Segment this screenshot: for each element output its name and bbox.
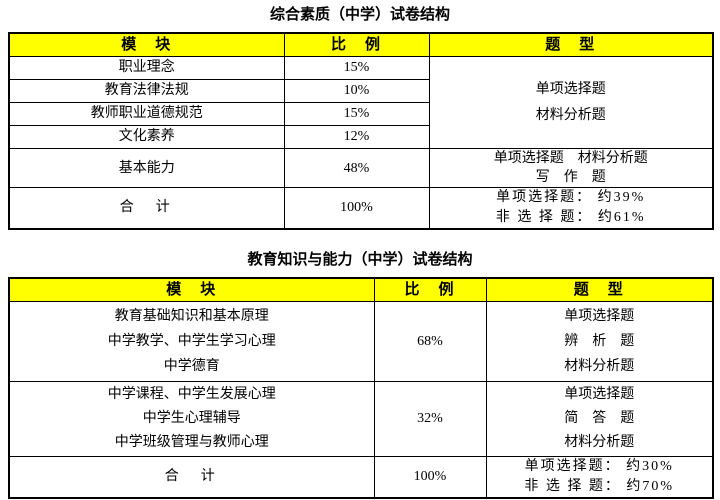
table2: 模 块 比 例 题 型 教育基础知识和基本原理 中学教学、中学生学习心理 中学德… [8,277,714,499]
module-cell: 基本能力 [8,148,285,188]
table2-header-row: 模 块 比 例 题 型 [8,277,714,302]
table1-header-type: 题 型 [428,32,714,57]
module-line: 中学班级管理与教师心理 [114,435,269,450]
type-cell: 单项选择题 材料分析题 写 作 题 [428,148,714,188]
table1-header-ratio: 比 例 [283,32,430,57]
table1: 模 块 比 例 题 型 职业理念 15% 单项选择题 材料分析题 教育法律法规 … [8,32,714,230]
type-cell: 单项选择题 简 答 题 材料分析题 [485,381,714,457]
module-cell: 中学课程、中学生发展心理 中学生心理辅导 中学班级管理与教师心理 [8,381,375,457]
table-row: 教育法律法规 10% [8,79,713,103]
type-line: 单项选择题： 约30% [524,459,674,474]
type-cell: 单项选择题： 约39% 非 选 择 题： 约61% [428,187,714,230]
type-line: 非 选 择 题： 约70% [524,479,675,494]
type-line: 材料分析题 [535,107,606,123]
module-cell: 教育基础知识和基本原理 中学教学、中学生学习心理 中学德育 [8,301,375,382]
type-line: 简 答 题 [564,411,635,426]
type-cell-merged: 单项选择题 材料分析题 [428,56,714,149]
table-row-basic-ability: 基本能力 48% 单项选择题 材料分析题 写 作 题 [8,148,714,188]
table2-header-ratio: 比 例 [373,277,487,302]
type-line: 材料分析题 [564,435,635,450]
type-line: 单项选择题 [535,81,606,97]
table-row: 教育基础知识和基本原理 中学教学、中学生学习心理 中学德育 68% 单项选择题 … [8,301,714,382]
module-line: 中学德育 [163,359,220,374]
module-line: 中学教学、中学生学习心理 [107,334,276,349]
ratio-cell: 48% [283,148,430,188]
type-line: 单项选择题 材料分析题 [493,151,648,166]
type-line: 材料分析题 [564,359,635,374]
table-row: 文化素养 12% [8,125,713,149]
ratio-cell: 100% [373,456,487,499]
module-cell: 职业理念 [8,56,285,80]
table-row: 中学课程、中学生发展心理 中学生心理辅导 中学班级管理与教师心理 32% 单项选… [8,381,714,457]
type-line: 单项选择题： 约39% [496,190,646,205]
type-line: 辨 析 题 [564,334,635,349]
table-row: 职业理念 15% 单项选择题 材料分析题 [8,56,714,149]
module-line: 教育基础知识和基本原理 [114,309,269,324]
total-label-cell: 合 计 [8,456,375,499]
ratio-cell: 68% [373,301,487,382]
type-line: 单项选择题 [564,309,635,324]
table2-header-module: 模 块 [8,277,375,302]
module-cell: 文化素养 [8,125,285,149]
ratio-cell: 100% [283,187,430,230]
table1-header-module: 模 块 [8,32,285,57]
table2-title: 教育知识与能力（中学）试卷结构 [247,252,473,268]
table-row-total: 合 计 100% 单项选择题： 约39% 非 选 择 题： 约61% [8,187,714,230]
ratio-cell: 12% [283,125,430,149]
type-cell: 单项选择题： 约30% 非 选 择 题： 约70% [485,456,714,499]
table2-header-type: 题 型 [485,277,714,302]
table1-header-row: 模 块 比 例 题 型 [8,32,714,57]
ratio-cell: 15% [283,102,430,126]
module-cell: 教师职业道德规范 [8,102,285,126]
table-row-total: 合 计 100% 单项选择题： 约30% 非 选 择 题： 约70% [8,456,714,499]
module-cell: 教育法律法规 [8,79,285,103]
type-line: 非 选 择 题： 约61% [495,210,646,225]
module-line: 中学生心理辅导 [142,411,241,426]
ratio-cell: 15% [283,56,430,80]
ratio-cell: 10% [283,79,430,103]
type-cell: 单项选择题 辨 析 题 材料分析题 [485,301,714,382]
module-line: 中学课程、中学生发展心理 [107,387,276,402]
table1-title: 综合素质（中学）试卷结构 [269,7,450,23]
ratio-cell: 32% [373,381,487,457]
total-label-cell: 合 计 [8,187,285,230]
type-line: 写 作 题 [535,170,606,185]
type-line: 单项选择题 [564,387,635,402]
